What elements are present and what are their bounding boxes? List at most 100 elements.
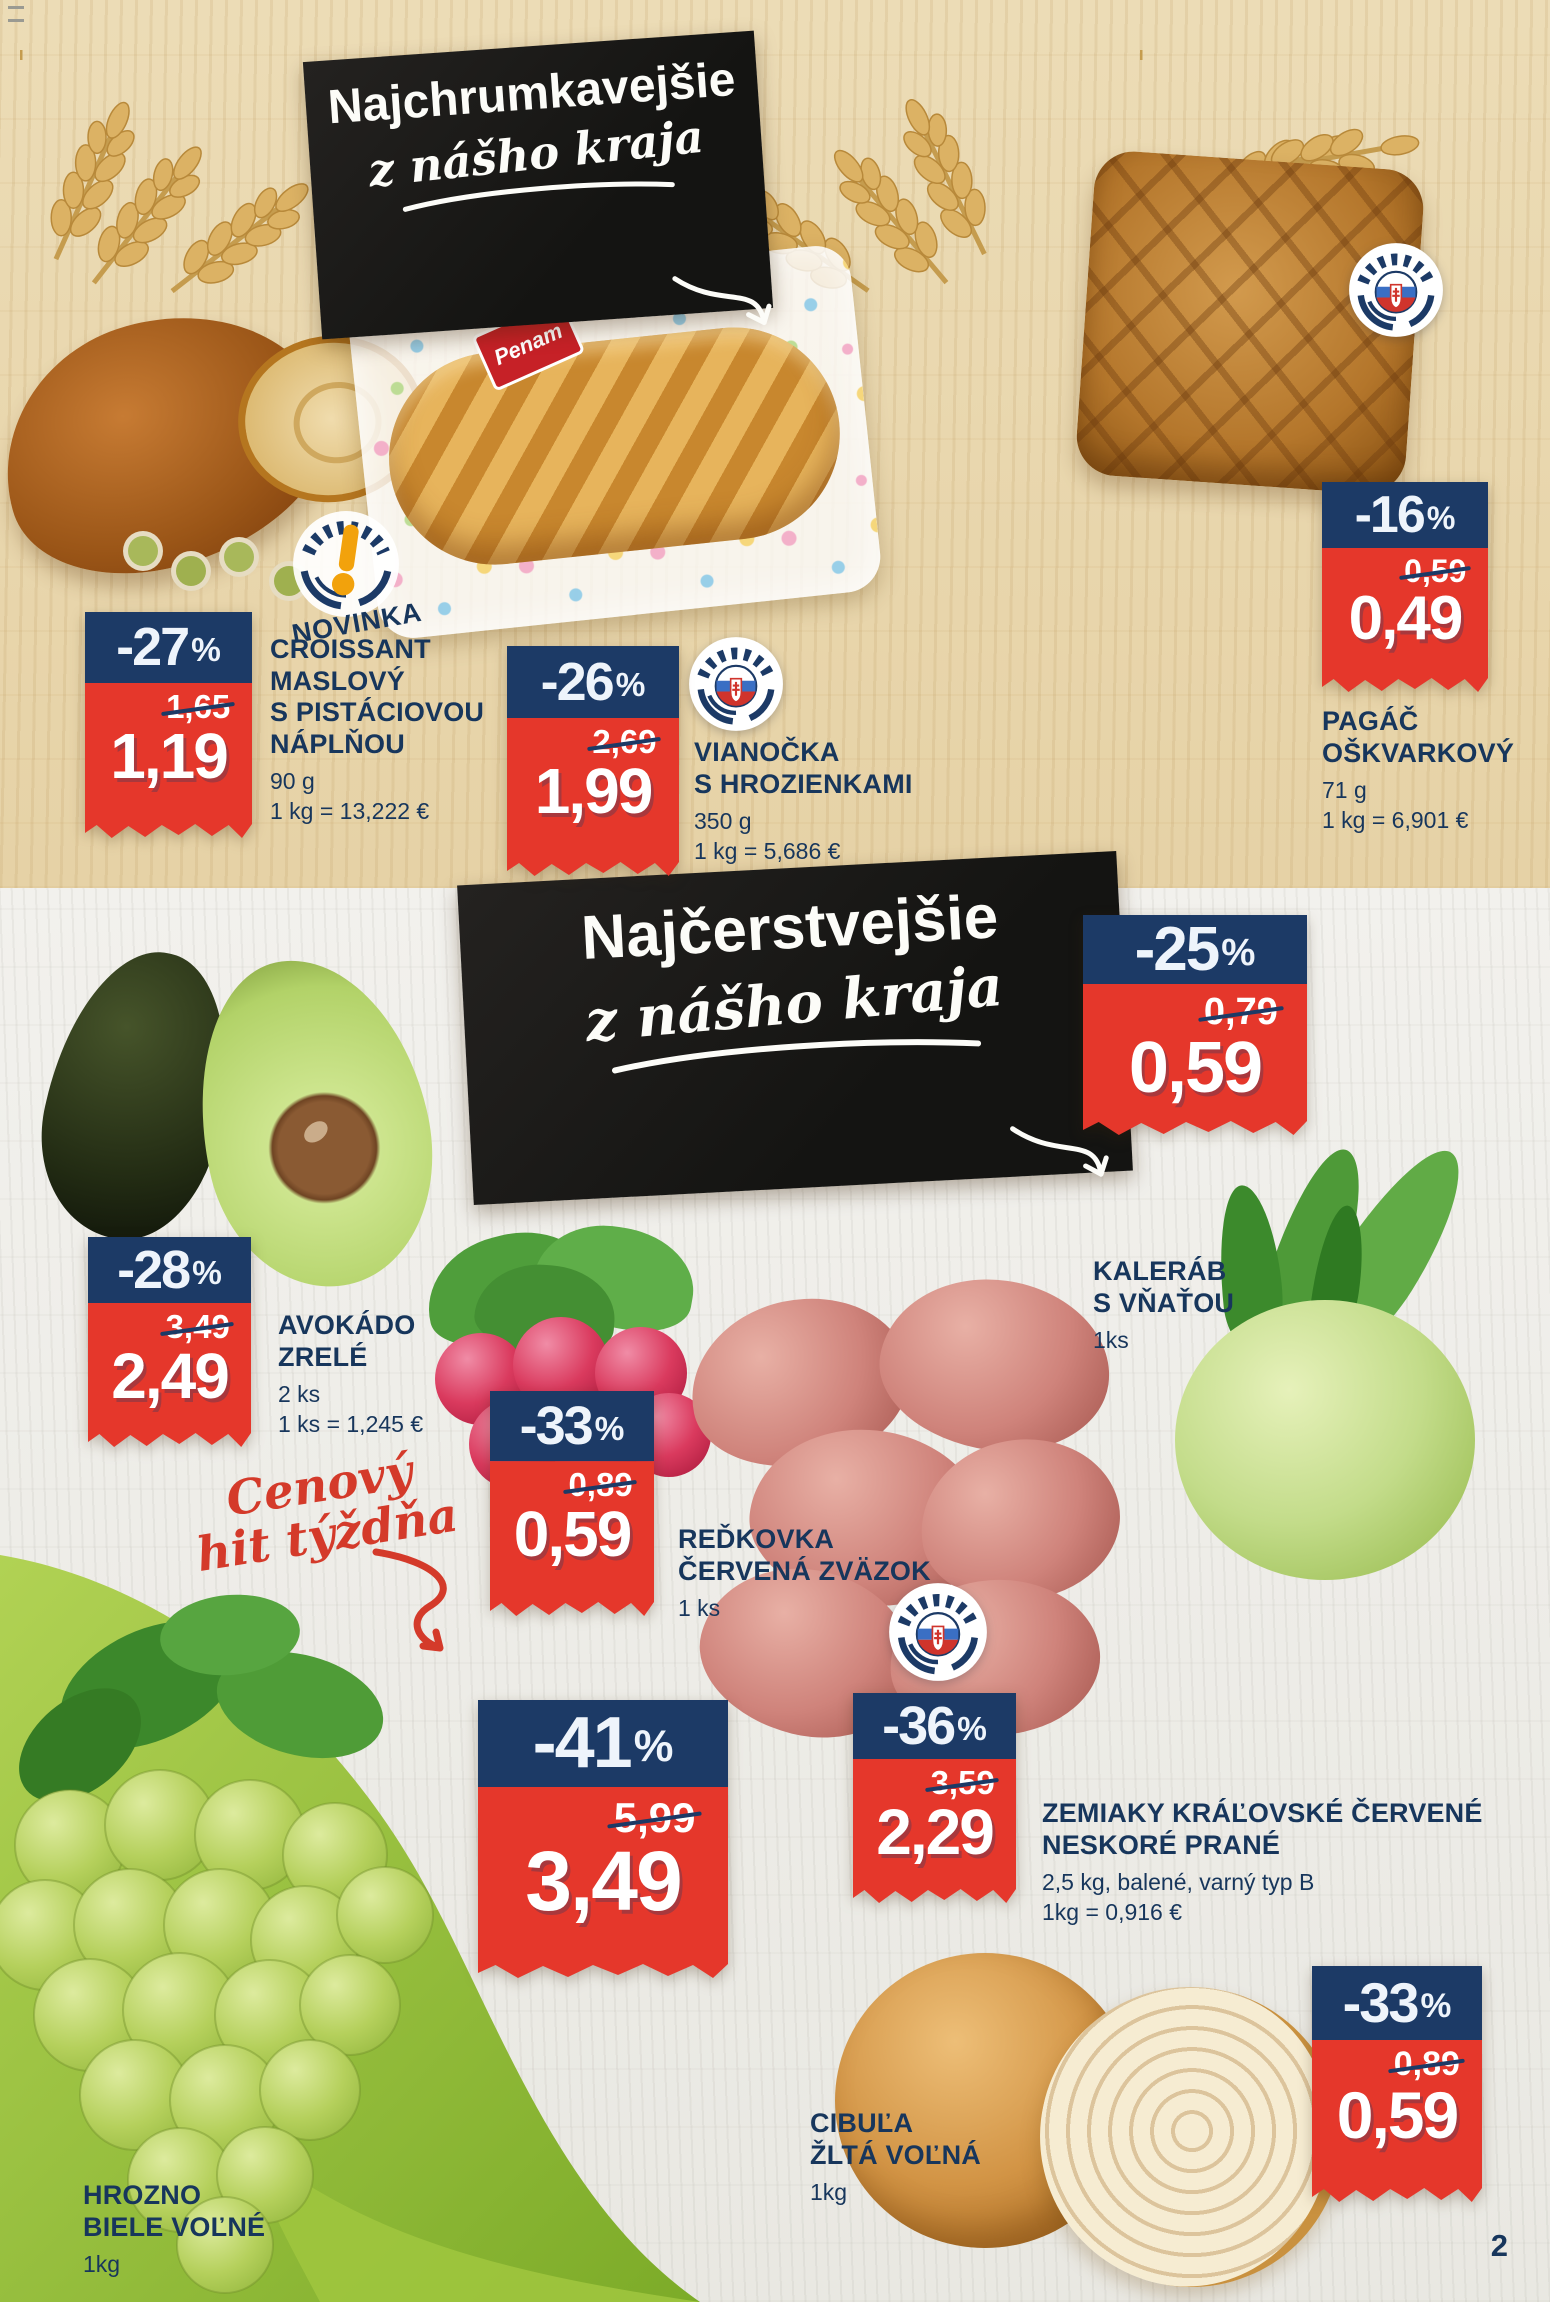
product-details: 2 ks 1 ks = 1,245 €	[278, 1381, 424, 1437]
price-badge-kalerab: -25% 0,79 0,59	[1083, 915, 1307, 1137]
price-area: 5,99 3,49	[478, 1787, 728, 1980]
discount-value: -28	[117, 1239, 191, 1300]
old-price: 1,65	[166, 687, 231, 725]
price-badge-vianocka: -26% 2,69 1,99	[507, 646, 679, 878]
price-area: 0,89 0,59	[490, 1461, 654, 1618]
price-area: 3,49 2,49	[88, 1303, 251, 1449]
product-name: CIBUĽA ŽLTÁ VOĽNÁ	[810, 2108, 981, 2170]
chalk-arrow-icon	[672, 276, 772, 326]
price-area: 0,89 0,59	[1312, 2040, 1482, 2204]
price-area: 0,79 0,59	[1083, 984, 1307, 1137]
slovak-quality-icon	[889, 1583, 987, 1681]
page-number: 2	[1490, 2228, 1508, 2263]
new-price: 0,59	[1336, 2077, 1458, 2152]
old-price: 3,49	[165, 1307, 230, 1345]
percent-sign: %	[633, 1722, 674, 1772]
new-price: 0,59	[513, 1498, 631, 1571]
chalkboard-bakery: Najchrumkavejšie z nášho kraja	[302, 30, 774, 340]
discount-banner: -16%	[1322, 482, 1488, 548]
product-name: ZEMIAKY KRÁĽOVSKÉ ČERVENÉ NESKORÉ PRANÉ	[1042, 1798, 1483, 1860]
product-details: 2,5 kg, balené, varný typ B 1kg = 0,916 …	[1042, 1869, 1315, 1925]
product-info-kalerab: KALERÁB S VŇAŤOU 1ks	[1093, 1256, 1313, 1356]
old-price: 0,59	[1404, 552, 1467, 589]
price-badge-redkovka: -33% 0,89 0,59	[490, 1391, 654, 1618]
old-price: 0,89	[568, 1466, 633, 1504]
onion-image	[815, 1925, 1370, 2302]
discount-value: -16	[1354, 485, 1426, 544]
discount-banner: -26%	[507, 646, 679, 718]
discount-banner: -27%	[85, 612, 252, 683]
price-badge-hrozno: -41% 5,99 3,49	[478, 1700, 728, 1980]
chalkboard-produce: Najčerstvejšie z nášho kraja	[457, 850, 1133, 1206]
percent-sign: %	[192, 1254, 222, 1292]
chalk-underline	[611, 1039, 982, 1074]
grapes-image	[0, 1555, 700, 2302]
discount-value: -27	[116, 617, 190, 678]
product-details: 1 ks	[678, 1595, 721, 1622]
percent-sign: %	[191, 632, 221, 670]
price-badge-cibula: -33% 0,89 0,59	[1312, 1966, 1482, 2204]
product-info-pagac: PAGÁČ OŠKVARKOVÝ 71 g 1 kg = 6,901 €	[1322, 706, 1550, 835]
product-info-hrozno: HROZNO BIELE VOĽNÉ 1kg	[83, 2180, 363, 2280]
old-price: 3,59	[930, 1763, 995, 1801]
old-price: 2,69	[592, 723, 657, 761]
price-area: 1,65 1,19	[85, 683, 252, 840]
price-area: 0,59 0,49	[1322, 548, 1488, 694]
price-badge-pagac: -16% 0,59 0,49	[1322, 482, 1488, 694]
product-details: 90 g 1 kg = 13,222 €	[270, 768, 430, 824]
old-price: 5,99	[613, 1794, 696, 1842]
product-name: HROZNO BIELE VOĽNÉ	[83, 2180, 266, 2242]
product-details: 1kg	[83, 2251, 121, 2278]
new-price: 2,49	[111, 1339, 228, 1412]
discount-banner: -33%	[1312, 1966, 1482, 2040]
product-info-avokado: AVOKÁDO ZRELÉ 2 ks 1 ks = 1,245 €	[278, 1310, 518, 1439]
new-price: 1,99	[534, 755, 652, 828]
discount-banner: -25%	[1083, 915, 1307, 984]
percent-sign: %	[594, 1411, 625, 1449]
discount-value: -33	[519, 1396, 594, 1457]
wheat-ears-left-image	[20, 50, 350, 295]
new-price: 1,19	[110, 719, 227, 792]
percent-sign: %	[957, 1710, 987, 1748]
croissant-image	[0, 278, 440, 628]
product-name: REĎKOVKA ČERVENÁ ZVÄZOK	[678, 1524, 931, 1586]
discount-banner: -33%	[490, 1391, 654, 1462]
old-price: 0,79	[1203, 990, 1278, 1033]
product-name: CROISSANT MASLOVÝ S PISTÁCIOVOU NÁPLŇOU	[270, 634, 485, 759]
discount-banner: -36%	[853, 1693, 1016, 1759]
product-details: 1kg	[810, 2179, 848, 2206]
new-price: 0,49	[1348, 583, 1462, 653]
kohlrabi-image	[1130, 1131, 1540, 1580]
discount-value: -25	[1134, 914, 1221, 984]
product-name: KALERÁB S VŇAŤOU	[1093, 1256, 1235, 1318]
product-details: 1ks	[1093, 1327, 1129, 1354]
product-info-redkovka: REĎKOVKA ČERVENÁ ZVÄZOK 1 ks	[678, 1524, 1008, 1624]
kohlrabi-bulb	[1175, 1300, 1475, 1580]
new-price: 0,59	[1128, 1027, 1262, 1108]
novinka-icon	[293, 511, 399, 617]
old-price: 0,89	[1393, 2044, 1460, 2083]
discount-value: -33	[1342, 1971, 1420, 2035]
slovak-quality-icon	[1349, 243, 1443, 337]
percent-sign: %	[1221, 931, 1256, 975]
price-badge-avokado: -28% 3,49 2,49	[88, 1237, 251, 1449]
product-name: PAGÁČ OŠKVARKOVÝ	[1322, 706, 1515, 768]
price-badge-croissant: -27% 1,65 1,19	[85, 612, 252, 840]
product-info-croissant: CROISSANT MASLOVÝ S PISTÁCIOVOU NÁPLŇOU …	[270, 634, 530, 826]
new-price: 2,29	[876, 1795, 993, 1868]
chalk-underline	[402, 181, 675, 212]
corner-binding-mark	[8, 6, 24, 22]
product-details: 350 g 1 kg = 5,686 €	[694, 808, 841, 864]
product-name: AVOKÁDO ZRELÉ	[278, 1310, 416, 1372]
pistachios-image	[128, 536, 158, 566]
new-price: 3,49	[525, 1834, 681, 1929]
discount-banner: -28%	[88, 1237, 251, 1303]
price-area: 3,59 2,29	[853, 1759, 1016, 1905]
slovak-quality-icon	[689, 637, 783, 731]
potato	[869, 1264, 1121, 1466]
price-badge-zemiaky: -36% 3,59 2,29	[853, 1693, 1016, 1905]
discount-value: -41	[532, 1703, 633, 1784]
discount-value: -26	[540, 651, 615, 712]
chalk-arrow-icon	[1010, 1126, 1109, 1177]
